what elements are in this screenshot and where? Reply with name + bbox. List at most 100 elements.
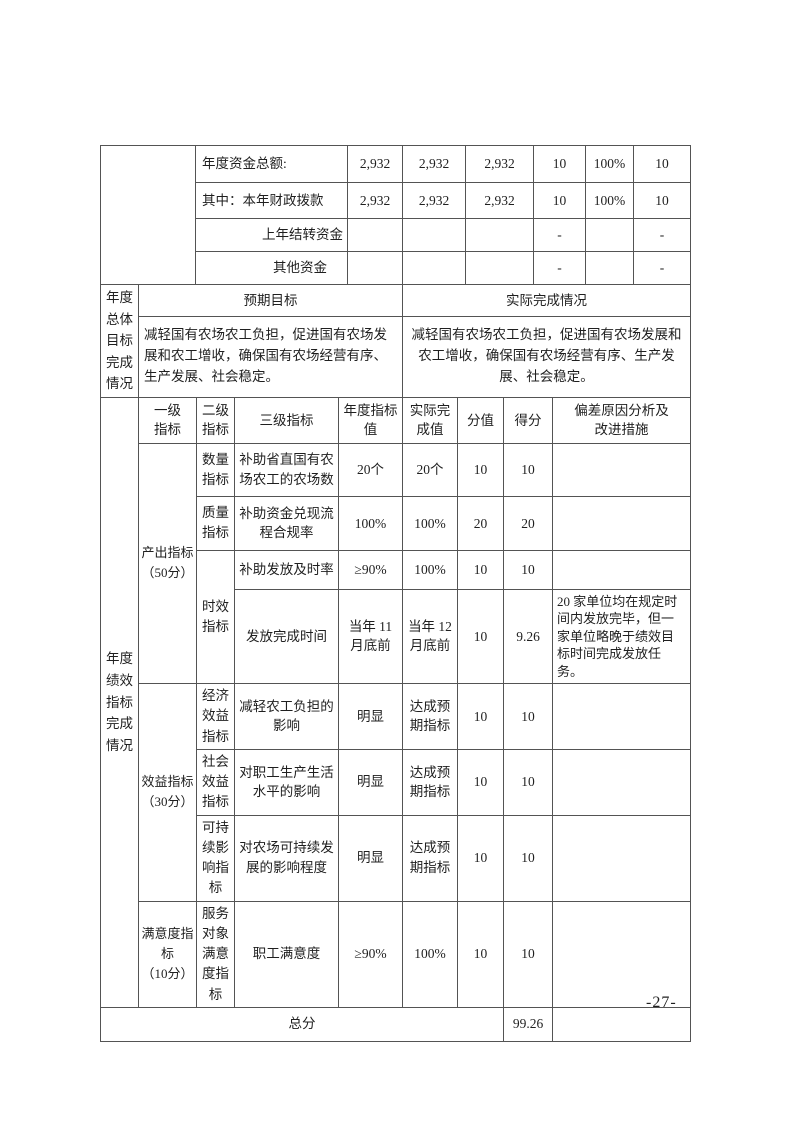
funding-value-cell: 10: [533, 145, 586, 183]
level1-cell: 效益指标 （30分）: [138, 683, 197, 902]
level3-cell: 对职工生产生活水平的影响: [234, 748, 339, 816]
page-number: -27-: [646, 994, 677, 1011]
funding-value-cell: -: [533, 218, 586, 252]
table-row: 其他资金 - -: [101, 251, 691, 285]
funding-row-label: 其中：本年财政拨款: [195, 182, 348, 219]
deviation-cell: 20 家单位均在规定时间内发放完毕，但一家单位略晚于绩效目标时间完成发放任务。: [552, 588, 691, 685]
indicator-header-row: 年度绩效指标完成情况 一级 指标 二级 指标 三级指标 年度指标 值 实际完 成…: [100, 396, 691, 1008]
total-row: 总分 99.26: [100, 1006, 691, 1042]
level3-cell: 补助发放及时率: [234, 549, 339, 590]
score-cell: 10: [457, 900, 504, 1008]
actual-completion-header: 实际完成情况: [402, 284, 691, 317]
header-level1: 一级 指标: [138, 396, 197, 444]
header-points: 得分: [503, 396, 553, 444]
level3-cell: 补助资金兑现流程合规率: [234, 495, 339, 551]
target-cell: ≥90%: [338, 549, 403, 590]
target-cell: 明显: [338, 683, 403, 750]
points-cell: 10: [503, 683, 553, 750]
table-row: 年度资金总额: 2,932 2,932 2,932 10 100% 10: [100, 145, 691, 285]
actual-cell: 当年 12 月底前: [402, 588, 458, 685]
actual-cell: 20个: [402, 442, 458, 497]
funding-value-cell: [465, 251, 534, 285]
level2-cell: 经济效益指标: [196, 683, 235, 750]
funding-value-cell: 10: [633, 145, 691, 183]
funding-row-label: 上年结转资金: [195, 218, 348, 252]
level3-cell: 职工满意度: [234, 900, 339, 1008]
target-cell: 当年 11 月底前: [338, 588, 403, 685]
score-cell: 10: [457, 549, 504, 590]
score-cell: 10: [457, 683, 504, 750]
deviation-cell: [552, 495, 691, 551]
funding-row-label: 其他资金: [195, 251, 348, 285]
points-cell: 10: [503, 442, 553, 497]
points-cell: 9.26: [503, 588, 553, 685]
level2-cell: 数量指标: [196, 442, 235, 497]
funding-value-cell: [585, 251, 634, 285]
funding-value-cell: [347, 251, 403, 285]
header-score: 分值: [457, 396, 504, 444]
points-cell: 20: [503, 495, 553, 551]
indicator-row: 产出指标 （50分） 数量指标 补助省直国有农场农工的农场数 20个 20个 1…: [101, 442, 691, 685]
target-cell: 100%: [338, 495, 403, 551]
funding-value-cell: [402, 218, 466, 252]
level2-cell: 时效指标: [196, 549, 235, 685]
score-cell: 10: [457, 588, 504, 685]
funding-value-cell: 2,932: [465, 182, 534, 219]
actual-cell: 100%: [402, 549, 458, 590]
annual-goal-table: 年度总体目标完成情况 预期目标 实际完成情况 减轻国有农场农工负担，促进国有农场…: [100, 284, 691, 398]
deviation-cell: [552, 900, 691, 1008]
table-row: 减轻国有农场农工负担，促进国有农场发展和农工增收，确保国有农场经营有序、生产发展…: [101, 315, 691, 398]
header-level2: 二级 指标: [196, 396, 235, 444]
header-deviation: 偏差原因分析及 改进措施: [552, 396, 691, 444]
target-cell: 明显: [338, 748, 403, 816]
level2-cell: 可持续影响指标: [196, 814, 235, 902]
score-cell: 10: [457, 748, 504, 816]
points-cell: 10: [503, 748, 553, 816]
level1-cell: 产出指标 （50分）: [138, 442, 197, 685]
level2-cell: 质量指标: [196, 495, 235, 551]
points-cell: 10: [503, 900, 553, 1008]
actual-cell: 达成预期指标: [402, 814, 458, 902]
target-cell: 20个: [338, 442, 403, 497]
actual-cell: 100%: [402, 900, 458, 1008]
indicator-row: 社会效益指标 对职工生产生活水平的影响 明显 达成预期指标 10 10: [101, 748, 691, 816]
funding-value-cell: [585, 218, 634, 252]
level2-cell: 服务对象满意度指标: [196, 900, 235, 1008]
header-target-value: 年度指标 值: [338, 396, 403, 444]
funding-value-cell: 100%: [585, 182, 634, 219]
points-cell: 10: [503, 814, 553, 902]
header-actual-value: 实际完 成值: [402, 396, 458, 444]
funding-value-cell: 10: [633, 182, 691, 219]
level3-cell: 发放完成时间: [234, 588, 339, 685]
header-level3: 三级指标: [234, 396, 339, 444]
level1-cell: 满意度指标 （10分）: [138, 900, 197, 1008]
total-deviation-cell: [552, 1006, 691, 1042]
level2-cell: 社会效益指标: [196, 748, 235, 816]
level3-cell: 对农场可持续发展的影响程度: [234, 814, 339, 902]
deviation-cell: [552, 748, 691, 816]
funding-value-cell: [465, 218, 534, 252]
points-cell: 10: [503, 549, 553, 590]
score-cell: 10: [457, 814, 504, 902]
indicator-row: 质量指标 补助资金兑现流程合规率 100% 100% 20 20: [101, 495, 691, 551]
indicator-row: 满意度指标 （10分） 服务对象满意度指标 职工满意度 ≥90% 100% 10…: [101, 900, 691, 1008]
funding-value-cell: [347, 218, 403, 252]
total-label-cell: 总分: [100, 1006, 504, 1042]
indicator-row-header: 年度绩效指标完成情况: [100, 396, 139, 1008]
funding-value-cell: 2,932: [347, 182, 403, 219]
table-row: 上年结转资金 - -: [101, 218, 691, 252]
funding-value-cell: 10: [533, 182, 586, 219]
funding-value-cell: [402, 251, 466, 285]
indicator-row: 发放完成时间 当年 11 月底前 当年 12 月底前 10 9.26 20 家单…: [101, 588, 691, 685]
expected-goal-text: 减轻国有农场农工负担，促进国有农场发展和农工增收，确保国有农场经营有序、生产发展…: [138, 315, 403, 398]
funding-value-cell: 2,932: [347, 145, 403, 183]
performance-table: 年度资金总额: 2,932 2,932 2,932 10 100% 10 其中：…: [100, 145, 691, 1042]
score-cell: 10: [457, 442, 504, 497]
actual-cell: 达成预期指标: [402, 748, 458, 816]
funding-value-cell: 2,932: [465, 145, 534, 183]
actual-cell: 达成预期指标: [402, 683, 458, 750]
actual-cell: 100%: [402, 495, 458, 551]
table-row: 年度总体目标完成情况 预期目标 实际完成情况: [100, 284, 691, 398]
funding-row-label: 年度资金总额:: [195, 145, 348, 183]
